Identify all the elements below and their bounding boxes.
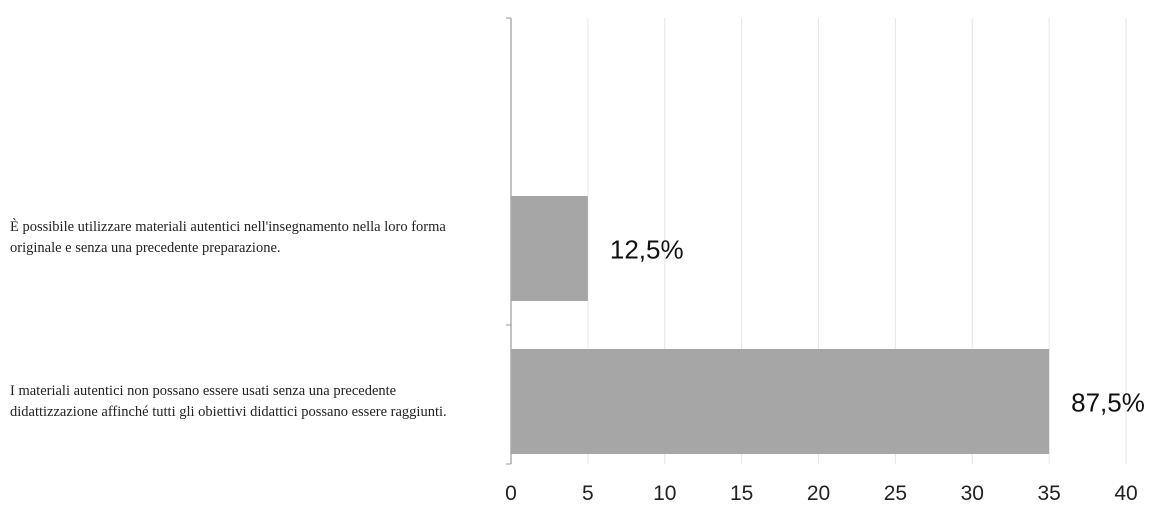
x-tick-label-10: 10 [653, 482, 676, 505]
x-tick-label-15: 15 [730, 482, 753, 505]
x-tick-label-0: 0 [505, 482, 517, 505]
bar-0 [511, 196, 588, 301]
category-label-0: È possibile utilizzare materiali autenti… [10, 219, 446, 256]
x-tick-label-35: 35 [1037, 482, 1060, 505]
x-tick-label-40: 40 [1114, 482, 1137, 505]
data-label-1: 87,5% [1071, 388, 1145, 418]
x-axis-ticks: 0 5 10 15 20 25 30 35 40 [505, 482, 1138, 505]
data-label-0: 12,5% [610, 235, 684, 265]
x-tick-label-20: 20 [807, 482, 830, 505]
x-tick-label-5: 5 [582, 482, 594, 505]
bar-1 [511, 349, 1050, 454]
x-tick-label-25: 25 [884, 482, 907, 505]
bars [511, 196, 1050, 454]
data-labels: 12,5% 87,5% [610, 235, 1145, 418]
x-tick-label-30: 30 [961, 482, 984, 505]
category-label-1: I materiali autentici non possano essere… [10, 383, 447, 420]
